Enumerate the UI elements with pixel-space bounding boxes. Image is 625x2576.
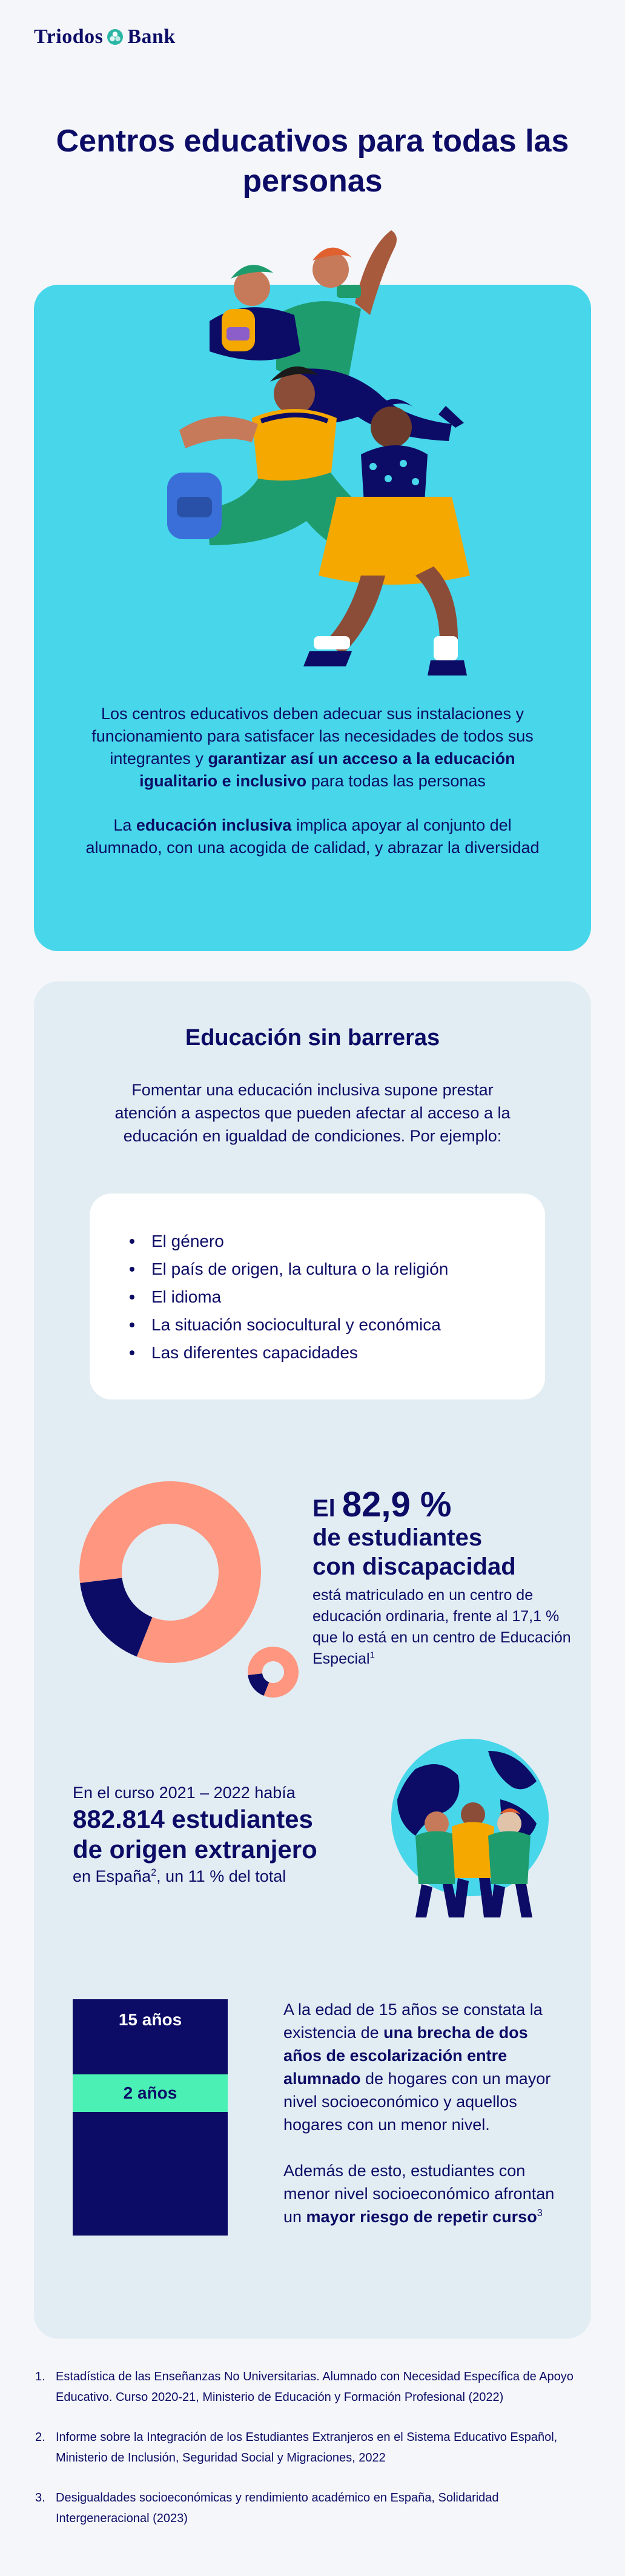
donut-slice-special [248, 1673, 270, 1696]
reference-text: Desigualdades socioeconómicas y rendimie… [56, 2491, 499, 2525]
brand-logo[interactable]: Triodos Bank [34, 25, 176, 48]
gap-paragraph-2: Además de esto, estudiantes con menor ni… [283, 2159, 562, 2228]
factor-item: La situación sociocultural y económica [127, 1311, 545, 1339]
foreign-value-line1: 882.814 estudiantes [73, 1805, 313, 1833]
schooling-gap-bar: 15 años 2 años [73, 1999, 228, 2236]
gap-p2-a: Además de esto, estudiantes con menor ni… [283, 2162, 555, 2226]
foreign-headline: 882.814 estudiantes de origen extranjero [73, 1804, 388, 1865]
reference-text: Informe sobre la Integración de los Estu… [56, 2431, 558, 2465]
references-list: 1. Estadística de las Enseñanzas No Unive… [35, 2366, 580, 2548]
donut-slice-ordinary [79, 1481, 262, 1663]
education-panel: Educación sin barreras Fomentar una educ… [34, 981, 591, 2339]
disability-line2: de estudiantes [312, 1524, 483, 1551]
disability-prefix: El [312, 1495, 342, 1522]
brand-name-part2: Bank [127, 25, 176, 48]
footnote-ref-3: 3 [537, 2208, 543, 2219]
bar-gap-segment: 2 años [73, 2074, 228, 2112]
disability-line3: con discapacidad [312, 1553, 516, 1580]
hero-p2-bold: educación inclusiva [136, 816, 292, 834]
hero-p2-end: implica apoyar al conjunto del alumnado,… [85, 816, 540, 857]
hero-card: Los centros educativos deben adecuar sus… [34, 230, 591, 951]
page-title: Centros educativos para todas las person… [56, 124, 569, 199]
foreign-pre: En el curso 2021 – 2022 había [73, 1784, 296, 1802]
hero-paragraph-2: La educación inclusiva implica apoyar al… [82, 814, 543, 859]
footnote-ref-2: 2 [151, 1867, 157, 1878]
panel-intro: Fomentar una educación inclusiva supone … [114, 1081, 511, 1145]
donut-slice-special [80, 1578, 153, 1657]
gap-paragraph-1: A la edad de 15 años se constata la exis… [283, 1998, 562, 2136]
factors-list: El género El país de origen, la cultura o… [127, 1227, 545, 1367]
hero-p1-bold: garantizar así un acceso a la educación … [139, 749, 515, 790]
reference-item: 1. Estadística de las Enseñanzas No Unive… [35, 2366, 580, 2408]
factors-card: El género El país de origen, la cultura o… [90, 1193, 545, 1399]
reference-number: 2. [35, 2431, 45, 2444]
globe-students-illustration [391, 1739, 549, 1917]
reference-number: 1. [35, 2370, 45, 2383]
hero-paragraph-1: Los centros educativos deben adecuar sus… [82, 703, 543, 792]
donut-slice-ordinary [248, 1647, 299, 1698]
footnote-ref-1: 1 [369, 1650, 375, 1661]
students-running-illustration [167, 230, 470, 676]
gap-p2-bold: mayor riesgo de repetir curso [306, 2208, 537, 2226]
foreign-students-stat: En el curso 2021 – 2022 había 882.814 es… [73, 1781, 388, 1888]
foreign-value-line2: de origen extranjero [73, 1835, 317, 1864]
disability-stat: El 82,9 % de estudiantes con discapacida… [312, 1487, 579, 1670]
factor-item: Las diferentes capacidades [127, 1339, 545, 1367]
gap-p1-bold: una brecha de dos años de escolarización… [283, 2023, 528, 2088]
donut-mini [248, 1647, 299, 1698]
hero-p1-end: para todas las personas [306, 772, 486, 790]
donut-main [79, 1481, 262, 1663]
reference-item: 3. Desigualdades socioeconómicas y rendim… [35, 2488, 580, 2529]
foreign-sub-b: , un 11 % del total [156, 1867, 286, 1885]
hero-text: Los centros educativos deben adecuar sus… [82, 703, 543, 859]
disability-headline: El 82,9 % de estudiantes con discapacida… [312, 1487, 579, 1581]
disability-donut-chart [79, 1481, 299, 1698]
disability-description-text: está matriculado en un centro de educaci… [312, 1587, 571, 1667]
hero-p1-text: Los centros educativos deben adecuar sus… [91, 705, 534, 768]
bar-top-label: 15 años [118, 2010, 182, 2029]
disability-description: está matriculado en un centro de educaci… [312, 1585, 579, 1670]
factor-item: El país de origen, la cultura o la relig… [127, 1255, 545, 1283]
foreign-sub-a: en España [73, 1867, 151, 1885]
reference-text: Estadística de las Enseñanzas No Univers… [56, 2370, 574, 2404]
foreign-sub: en España2, un 11 % del total [73, 1865, 388, 1888]
reference-item: 2. Informe sobre la Integración de los Es… [35, 2427, 580, 2468]
factor-item: El género [127, 1227, 545, 1255]
panel-title: Educación sin barreras [185, 1025, 440, 1051]
gap-p1-a: A la edad de 15 años se constata la exis… [283, 2000, 543, 2042]
triodos-mark-icon [107, 29, 124, 45]
disability-value: 82,9 % [342, 1485, 452, 1524]
factor-item: El idioma [127, 1283, 545, 1311]
reference-number: 3. [35, 2491, 45, 2505]
bar-gap-label: 2 años [123, 2083, 177, 2102]
hero-p2-text: La [113, 816, 136, 834]
gap-p1-c: de hogares con un mayor nivel socioeconó… [283, 2070, 551, 2134]
schooling-gap-text: A la edad de 15 años se constata la exis… [283, 1998, 562, 2228]
brand-name-part1: Triodos [34, 25, 104, 48]
